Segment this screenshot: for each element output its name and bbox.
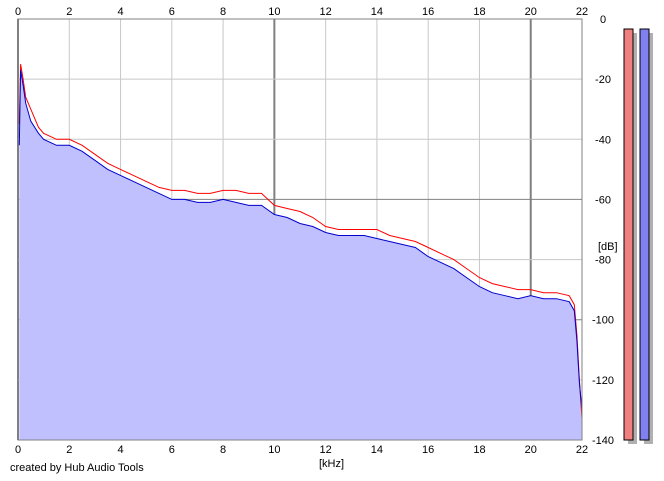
x-tick-label-bottom: 4 [117, 444, 123, 456]
level-meter-left [623, 28, 634, 441]
x-tick-label-bottom: 18 [473, 444, 485, 456]
x-tick-label-top: 6 [169, 6, 175, 18]
x-tick-label-top: 16 [422, 6, 434, 18]
y-tick-label: -80 [595, 255, 611, 267]
x-tick-label-top: 0 [15, 6, 21, 18]
x-tick-label-bottom: 10 [268, 444, 280, 456]
credit-text: created by Hub Audio Tools [10, 462, 144, 474]
plot-frame [17, 18, 583, 441]
y-tick-label: 0 [600, 14, 606, 26]
x-tick-label-bottom: 6 [169, 444, 175, 456]
x-tick-label-top: 18 [473, 6, 485, 18]
x-tick-label-top: 20 [525, 6, 537, 18]
x-tick-labels-bottom: 0 2 4 6 8 10 12 14 16 18 20 22 [15, 444, 588, 456]
y-tick-labels: 0 -20 -40 -60 -80 -100 -120 -140 [592, 14, 614, 447]
x-tick-label-bottom: 22 [576, 444, 588, 456]
x-tick-label-top: 22 [576, 6, 588, 18]
x-tick-labels-top: 0 2 4 6 8 10 12 14 16 18 20 22 [15, 6, 588, 18]
x-tick-label-bottom: 2 [66, 444, 72, 456]
y-tick-label: -60 [595, 194, 611, 206]
series-2-line-blue [18, 70, 583, 410]
x-axis-unit-label: [kHz] [319, 458, 345, 470]
x-tick-label-top: 10 [268, 6, 280, 18]
y-tick-label: -140 [592, 435, 614, 447]
level-meters [623, 28, 653, 444]
x-tick-label-bottom: 0 [15, 444, 21, 456]
x-tick-label-bottom: 16 [422, 444, 434, 456]
x-tick-label-bottom: 12 [320, 444, 332, 456]
x-tick-label-top: 12 [320, 6, 332, 18]
x-tick-label-bottom: 8 [220, 444, 226, 456]
y-tick-label: -120 [592, 375, 614, 387]
x-tick-label-top: 4 [117, 6, 123, 18]
x-tick-label-bottom: 14 [371, 444, 383, 456]
spectrum-fill-area [19, 70, 583, 440]
level-meter-right [639, 28, 650, 441]
y-tick-label: -40 [595, 134, 611, 146]
x-tick-label-top: 2 [66, 6, 72, 18]
y-tick-label: -100 [592, 315, 614, 327]
x-tick-label-top: 8 [220, 6, 226, 18]
x-tick-label-top: 14 [371, 6, 383, 18]
y-tick-label: -20 [595, 74, 611, 86]
series-1-line-red [18, 64, 583, 419]
x-tick-label-bottom: 20 [525, 444, 537, 456]
y-axis-unit-label: [dB] [598, 241, 618, 253]
